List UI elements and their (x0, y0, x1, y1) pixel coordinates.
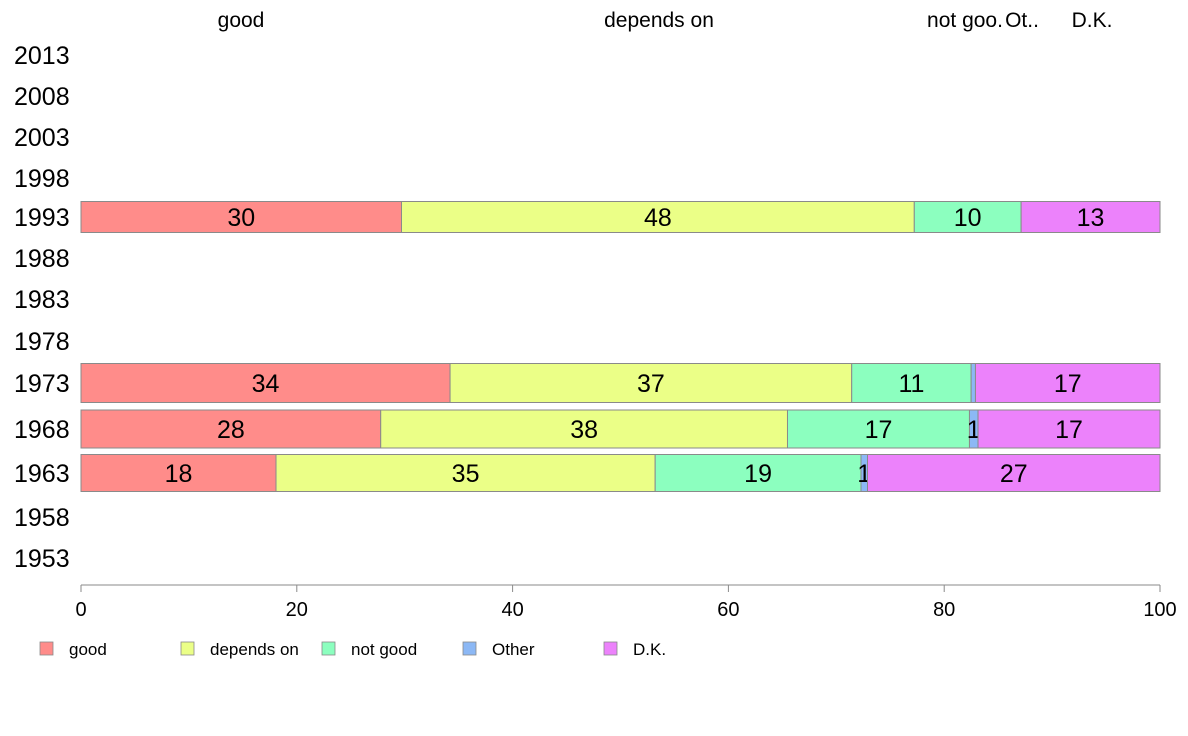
x-tick-label-20: 20 (286, 599, 308, 621)
data-label-1973-depends-on: 37 (637, 370, 665, 398)
bar-1963-d-k (867, 454, 1161, 492)
year-label-2008: 2008 (14, 83, 70, 111)
bar-1963-depends-on (275, 454, 656, 492)
bar-1973-not-good (851, 363, 972, 403)
column-label-not-goo: not goo. (927, 9, 1003, 32)
data-label-1963-depends-on: 35 (452, 460, 480, 488)
year-label-1973: 1973 (14, 370, 70, 398)
bar-1963-not-good (654, 454, 862, 492)
year-label-1988: 1988 (14, 245, 70, 273)
year-label-1993: 1993 (14, 204, 70, 232)
data-label-1963-good: 18 (165, 460, 193, 488)
year-label-1968: 1968 (14, 416, 70, 444)
bar-1973-d-k (974, 363, 1161, 403)
legend-swatch-depends-on (180, 641, 195, 656)
column-label-good: good (218, 9, 265, 32)
legend-label-d-k: D.K. (633, 640, 666, 659)
bar-1973-good (80, 363, 451, 403)
data-label-1993-d-k: 13 (1077, 204, 1105, 232)
x-axis: 0 20 40 60 80 100 (75, 584, 1177, 621)
x-tick-label-40: 40 (501, 599, 523, 621)
bar-1963-good (80, 454, 277, 492)
data-label-1973-good: 34 (252, 370, 280, 398)
bar-1973-other (970, 363, 976, 403)
data-label-1963-d-k: 27 (1000, 460, 1028, 488)
year-label-2013: 2013 (14, 42, 70, 70)
legend-label-not-good: not good (351, 640, 417, 659)
legend-swatch-good (39, 641, 54, 656)
bar-1993-good (80, 201, 402, 233)
data-label-1968-other: 1 (967, 416, 981, 444)
year-label-1983: 1983 (14, 286, 70, 314)
column-label-depends-on: depends on (604, 9, 714, 32)
column-label-ot: Ot.. (1005, 9, 1039, 32)
data-label-1968-depends-on: 38 (570, 416, 598, 444)
legend-label-other: Other (492, 640, 535, 659)
data-label-1993-good: 30 (227, 204, 255, 232)
x-tick-label-80: 80 (933, 599, 955, 621)
data-label-1993-depends-on: 48 (644, 204, 672, 232)
legend-label-good: good (69, 640, 107, 659)
legend-label-depends-on: depends on (210, 640, 299, 659)
data-label-1963-not-good: 19 (744, 460, 772, 488)
data-label-1973-not-good: 11 (898, 370, 924, 398)
data-label-1993-not-good: 10 (954, 204, 982, 232)
bar-1968-good (80, 409, 382, 449)
x-tick-label-100: 100 (1143, 599, 1176, 621)
x-tick-label-60: 60 (717, 599, 739, 621)
bar-1968-depends-on (380, 409, 788, 449)
year-labels: 2013 2008 2003 1998 1993 1988 1983 1978 1973 1968… (14, 42, 70, 573)
x-tick-label-0: 0 (75, 599, 86, 621)
year-label-1953: 1953 (14, 545, 70, 573)
year-label-1963: 1963 (14, 460, 70, 488)
legend-swatch-other (462, 641, 477, 656)
year-label-1958: 1958 (14, 504, 70, 532)
year-label-1998: 1998 (14, 165, 70, 193)
bar-1993-depends-on (400, 201, 915, 233)
year-label-1978: 1978 (14, 328, 70, 356)
bar-1993-not-good (913, 201, 1022, 233)
data-label-1973-d-k: 17 (1054, 370, 1082, 398)
column-label-d-k: D.K. (1072, 9, 1113, 32)
legend-swatch-not-good (321, 641, 336, 656)
legend: good depends on not good Other D.K. (39, 640, 666, 659)
year-label-2003: 2003 (14, 124, 70, 152)
data-label-1968-not-good: 17 (865, 416, 893, 444)
data-label-1968-good: 28 (217, 416, 245, 444)
data-label-1968-d-k: 17 (1055, 416, 1083, 444)
bar-1993-d-k (1020, 201, 1161, 233)
column-labels: good depends on not goo. Ot.. D.K. (218, 9, 1113, 32)
bar-1968-d-k (977, 409, 1161, 449)
legend-swatch-d-k (603, 641, 618, 656)
bar-1973-depends-on (449, 363, 853, 403)
